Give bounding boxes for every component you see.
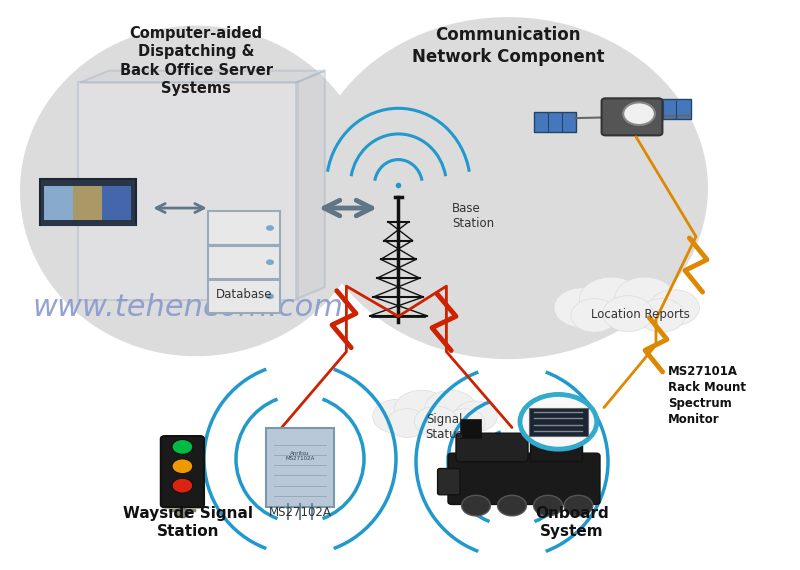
- FancyBboxPatch shape: [529, 408, 588, 436]
- Circle shape: [579, 277, 643, 323]
- Text: Base
Station: Base Station: [452, 202, 494, 230]
- Circle shape: [614, 277, 675, 320]
- Circle shape: [638, 299, 685, 332]
- Circle shape: [623, 103, 655, 125]
- Circle shape: [445, 409, 485, 437]
- Ellipse shape: [20, 26, 372, 356]
- Circle shape: [373, 400, 420, 433]
- FancyBboxPatch shape: [438, 469, 460, 495]
- Text: Anritsu
MS27102A: Anritsu MS27102A: [286, 451, 314, 461]
- Circle shape: [425, 390, 476, 427]
- FancyBboxPatch shape: [534, 112, 576, 132]
- FancyBboxPatch shape: [208, 246, 281, 279]
- Circle shape: [571, 299, 618, 332]
- FancyBboxPatch shape: [208, 211, 281, 245]
- Circle shape: [520, 394, 597, 449]
- Circle shape: [172, 478, 193, 493]
- Text: Communication
Network Component: Communication Network Component: [412, 26, 604, 66]
- Circle shape: [564, 495, 593, 516]
- FancyBboxPatch shape: [530, 423, 582, 461]
- Circle shape: [462, 495, 490, 516]
- Circle shape: [172, 439, 193, 454]
- FancyBboxPatch shape: [39, 179, 136, 225]
- FancyBboxPatch shape: [161, 436, 204, 507]
- Circle shape: [176, 508, 189, 518]
- FancyBboxPatch shape: [456, 433, 528, 462]
- Polygon shape: [296, 71, 325, 299]
- Circle shape: [498, 495, 526, 516]
- FancyBboxPatch shape: [266, 428, 334, 507]
- Circle shape: [414, 406, 458, 437]
- Circle shape: [394, 390, 449, 429]
- Text: www.tehencom.com: www.tehencom.com: [32, 294, 343, 322]
- FancyBboxPatch shape: [74, 185, 102, 220]
- Circle shape: [266, 294, 274, 299]
- Text: Wayside Signal
Station: Wayside Signal Station: [123, 506, 253, 539]
- Text: Location Reports: Location Reports: [590, 308, 690, 321]
- Circle shape: [266, 225, 274, 231]
- Ellipse shape: [308, 17, 708, 359]
- Circle shape: [554, 288, 610, 327]
- Circle shape: [649, 290, 699, 325]
- Circle shape: [454, 401, 498, 432]
- FancyBboxPatch shape: [602, 98, 662, 135]
- Circle shape: [603, 296, 654, 332]
- FancyBboxPatch shape: [448, 453, 600, 504]
- FancyBboxPatch shape: [102, 185, 131, 220]
- Circle shape: [534, 495, 562, 516]
- FancyBboxPatch shape: [460, 419, 481, 438]
- Text: Signal
Status: Signal Status: [425, 413, 463, 441]
- Circle shape: [266, 259, 274, 265]
- Text: MS27101A
Rack Mount
Spectrum
Monitor: MS27101A Rack Mount Spectrum Monitor: [668, 365, 746, 426]
- Polygon shape: [80, 71, 325, 83]
- FancyBboxPatch shape: [78, 82, 298, 300]
- Circle shape: [172, 459, 193, 474]
- FancyBboxPatch shape: [648, 99, 691, 119]
- FancyBboxPatch shape: [44, 185, 74, 220]
- Text: MS27102A: MS27102A: [269, 506, 331, 519]
- Text: Computer-aided
Dispatching &
Back Office Server
Systems: Computer-aided Dispatching & Back Office…: [119, 26, 273, 96]
- Text: Onboard
System: Onboard System: [535, 506, 609, 539]
- FancyBboxPatch shape: [208, 280, 281, 313]
- Text: Database: Database: [216, 288, 272, 301]
- Circle shape: [387, 409, 427, 437]
